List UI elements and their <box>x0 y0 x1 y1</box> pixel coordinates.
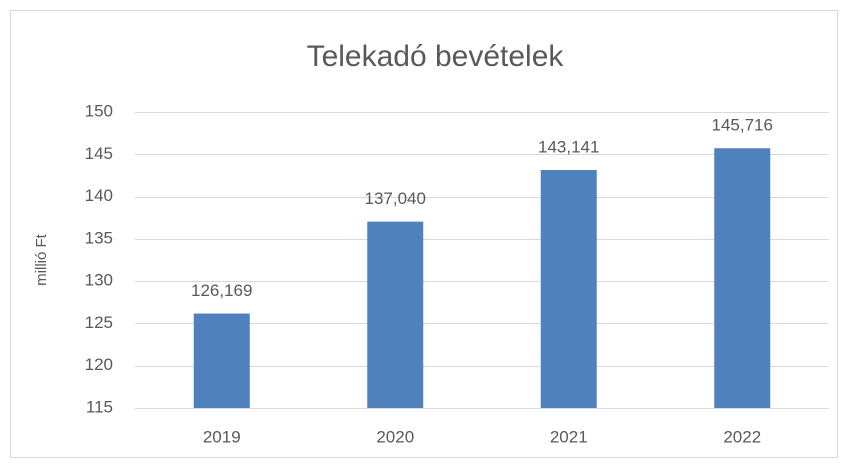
y-tick-label: 125 <box>85 313 113 332</box>
y-tick-label: 130 <box>85 271 113 290</box>
y-axis-label: millió Ft <box>33 233 50 285</box>
bar <box>367 221 424 408</box>
x-tick-label: 2021 <box>550 427 588 446</box>
bar <box>714 148 771 408</box>
y-tick-label: 120 <box>85 355 113 374</box>
y-tick-label: 140 <box>85 186 113 205</box>
y-tick-label: 115 <box>86 397 113 416</box>
x-tick-label: 2019 <box>203 427 241 446</box>
data-label: 145,716 <box>712 116 773 135</box>
bar <box>193 313 250 408</box>
chart-title: Telekadó bevételek <box>307 40 565 73</box>
x-tick-label: 2020 <box>376 427 414 446</box>
y-tick-label: 135 <box>85 228 113 247</box>
y-tick-label: 150 <box>85 101 113 120</box>
y-tick-label: 145 <box>85 144 113 163</box>
data-label: 137,040 <box>365 189 426 208</box>
data-label: 126,169 <box>191 281 252 300</box>
x-tick-label: 2022 <box>723 427 761 446</box>
bar <box>540 170 597 408</box>
data-label: 143,141 <box>538 137 599 156</box>
chart-border <box>10 10 838 458</box>
